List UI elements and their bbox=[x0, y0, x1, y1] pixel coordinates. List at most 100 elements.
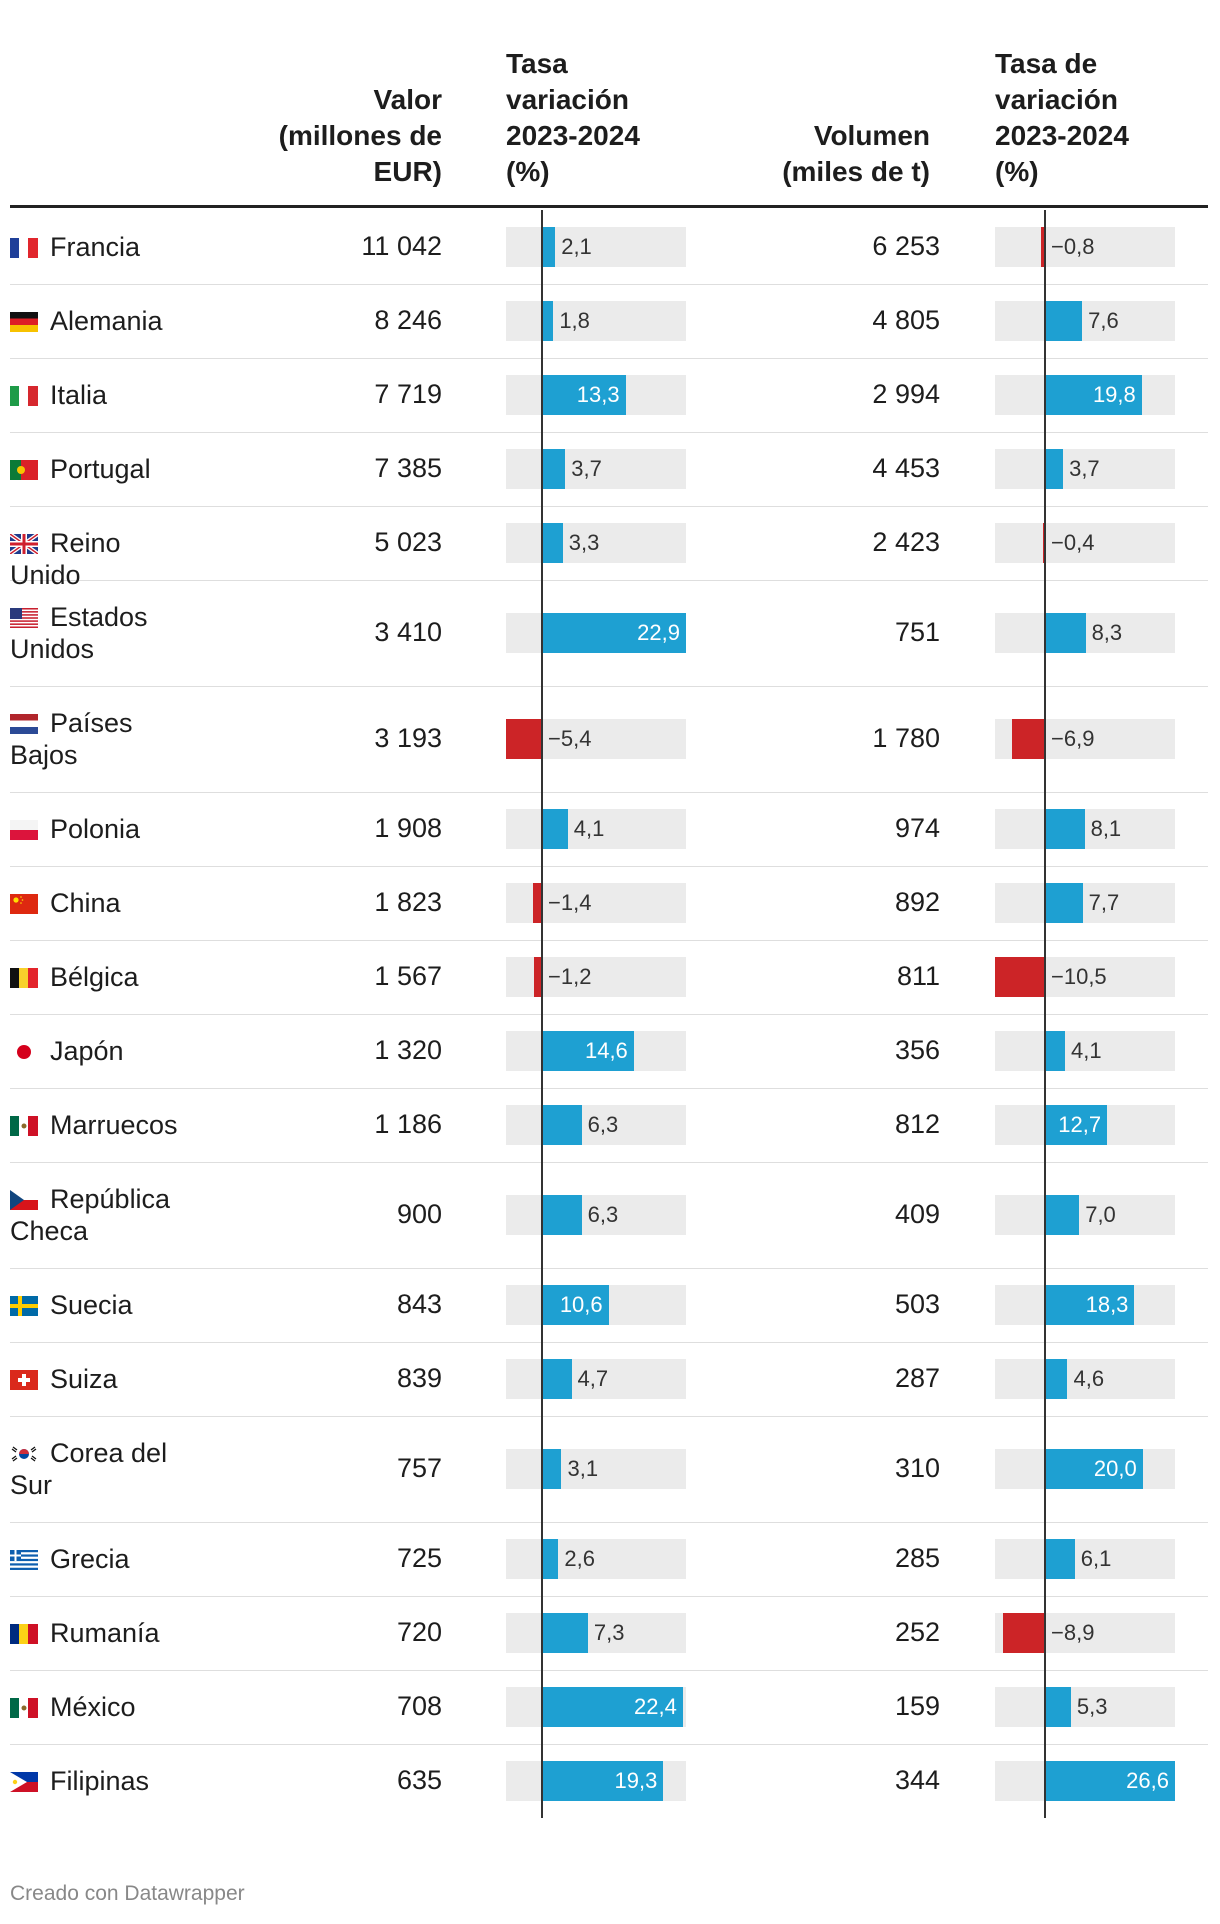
tasa1-bar bbox=[532, 883, 542, 923]
tasa1-bar-track bbox=[506, 449, 686, 489]
country-cell: Japón bbox=[10, 1035, 190, 1067]
tasa1-zero-axis bbox=[541, 940, 543, 1014]
valor-cell: 1 908 bbox=[374, 813, 442, 843]
country-cell: Grecia bbox=[10, 1543, 190, 1575]
table-row: Italia 7 719 2 994 13,3 19,8 bbox=[10, 358, 1208, 433]
tasa2-value-label: 7,7 bbox=[1088, 890, 1120, 915]
tasa2-bar-track bbox=[995, 883, 1175, 923]
greece-flag-icon bbox=[10, 1545, 38, 1570]
tasa2-zero-axis bbox=[1044, 432, 1046, 506]
table-row: China 1 823 892 −1,4 7,7 bbox=[10, 866, 1208, 941]
tasa1-bar bbox=[542, 613, 686, 653]
table-row: Alemania 8 246 4 805 1,8 7,6 bbox=[10, 284, 1208, 359]
valor-cell: 8 246 bbox=[374, 305, 442, 335]
tasa1-value-label: 2,6 bbox=[564, 1546, 595, 1571]
china-flag-icon bbox=[10, 889, 38, 914]
tasa2-value-label: 4,6 bbox=[1073, 1366, 1105, 1391]
country-cell: Corea del Sur bbox=[10, 1437, 190, 1501]
volumen-cell: 1 780 bbox=[872, 723, 940, 753]
tasa1-zero-axis bbox=[541, 1416, 543, 1522]
tasa1-zero-axis bbox=[541, 1162, 543, 1268]
tasa2-bar-track bbox=[995, 1687, 1175, 1727]
tasa1-bar bbox=[542, 1105, 582, 1145]
volumen-cell: 812 bbox=[894, 1109, 940, 1139]
country-name: Japón bbox=[50, 1036, 124, 1066]
tasa2-value-label: 19,8 bbox=[1092, 382, 1136, 407]
country-cell: México bbox=[10, 1691, 190, 1723]
portugal-flag-icon bbox=[10, 455, 38, 480]
tasa2-zero-axis bbox=[1044, 1596, 1046, 1670]
valor-cell: 1 186 bbox=[374, 1109, 442, 1139]
france-flag-icon bbox=[10, 233, 38, 258]
tasa2-bar-track bbox=[995, 1359, 1175, 1399]
tasa2-zero-axis bbox=[1044, 1268, 1046, 1342]
table-row: Grecia 725 285 2,6 6,1 bbox=[10, 1522, 1208, 1597]
tasa2-value-label: 18,3 bbox=[1085, 1292, 1129, 1317]
tasa1-bar bbox=[534, 957, 542, 997]
tasa1-bar bbox=[542, 1539, 559, 1579]
tasa1-value-label: 3,3 bbox=[568, 530, 600, 555]
header-tasa1-text: Tasa variación 2023-2024 (%) bbox=[506, 48, 640, 187]
table-row: Francia 11 042 6 253 2,1 −0,8 bbox=[10, 210, 1208, 285]
volumen-cell: 356 bbox=[894, 1035, 940, 1065]
table-row: Países Bajos 3 193 1 780 −5,4 −6,9 bbox=[10, 686, 1208, 793]
volumen-cell: 4 453 bbox=[872, 453, 940, 483]
tasa2-bar bbox=[995, 957, 1045, 997]
country-cell: Suiza bbox=[10, 1363, 190, 1395]
tasa1-value-label: 4,1 bbox=[573, 816, 605, 841]
valor-cell: 3 193 bbox=[374, 723, 442, 753]
volumen-cell: 4 805 bbox=[872, 305, 940, 335]
tasa1-value-label: 3,7 bbox=[571, 456, 602, 481]
valor-cell: 720 bbox=[396, 1617, 442, 1647]
tasa1-value-label: 1,8 bbox=[559, 308, 590, 333]
netherlands-flag-icon bbox=[10, 709, 38, 734]
tasa1-value-label: 6,3 bbox=[587, 1202, 619, 1227]
header-tasa2-text: Tasa de variación 2023-2024 (%) bbox=[995, 48, 1129, 187]
tasa1-value-label: −1,4 bbox=[548, 890, 592, 915]
tasa1-bar-track bbox=[506, 1195, 686, 1235]
country-name: Alemania bbox=[50, 306, 163, 336]
tasa1-bar-track bbox=[506, 1105, 686, 1145]
tasa1-bar bbox=[542, 301, 554, 341]
uk-flag-icon bbox=[8, 529, 40, 556]
country-cell: Marruecos bbox=[10, 1109, 190, 1141]
volumen-cell: 287 bbox=[894, 1363, 940, 1393]
tasa2-bar-track bbox=[995, 301, 1175, 341]
tasa2-value-label: 4,1 bbox=[1071, 1038, 1102, 1063]
table-row: Rumanía 720 252 7,3 −8,9 bbox=[10, 1596, 1208, 1671]
tasa2-zero-axis bbox=[1044, 210, 1046, 284]
valor-cell: 1 567 bbox=[374, 961, 442, 991]
tasa2-value-label: 6,1 bbox=[1080, 1546, 1112, 1571]
tasa1-zero-axis bbox=[541, 506, 543, 580]
volumen-cell: 2 994 bbox=[872, 379, 940, 409]
tasa1-bar-track bbox=[506, 1613, 686, 1653]
tasa1-value-label: −1,2 bbox=[548, 964, 592, 989]
valor-cell: 5 023 bbox=[374, 527, 442, 557]
tasa2-bar bbox=[1045, 1359, 1068, 1399]
germany-flag-icon bbox=[10, 307, 38, 332]
valor-cell: 3 410 bbox=[374, 617, 442, 647]
tasa1-zero-axis bbox=[541, 1522, 543, 1596]
country-cell: Polonia bbox=[10, 813, 190, 845]
valor-cell: 900 bbox=[396, 1199, 442, 1229]
tasa2-value-label: 5,3 bbox=[1076, 1694, 1108, 1719]
header-divider bbox=[10, 205, 1208, 208]
tasa1-zero-axis bbox=[541, 1342, 543, 1416]
mexico-flag-icon bbox=[10, 1111, 38, 1136]
volumen-cell: 252 bbox=[894, 1617, 940, 1647]
country-cell: Rumanía bbox=[10, 1617, 190, 1649]
tasa1-value-label: −5,4 bbox=[548, 726, 592, 751]
country-name: Filipinas bbox=[50, 1766, 150, 1796]
tasa2-value-label: −0,8 bbox=[1051, 234, 1095, 259]
tasa2-zero-axis bbox=[1044, 1014, 1046, 1088]
volumen-cell: 159 bbox=[894, 1691, 940, 1721]
tasa2-bar bbox=[1012, 719, 1045, 759]
table-row: Estados Unidos 3 410 751 22,9 8,3 bbox=[10, 580, 1208, 687]
country-name: Rumanía bbox=[50, 1618, 160, 1648]
tasa2-zero-axis bbox=[1044, 866, 1046, 940]
tasa1-zero-axis bbox=[541, 1088, 543, 1162]
tasa1-bar bbox=[542, 1761, 664, 1801]
table-row: Polonia 1 908 974 4,1 8,1 bbox=[10, 792, 1208, 867]
country-cell: República Checa bbox=[10, 1183, 190, 1247]
south-korea-flag-icon bbox=[10, 1439, 38, 1464]
